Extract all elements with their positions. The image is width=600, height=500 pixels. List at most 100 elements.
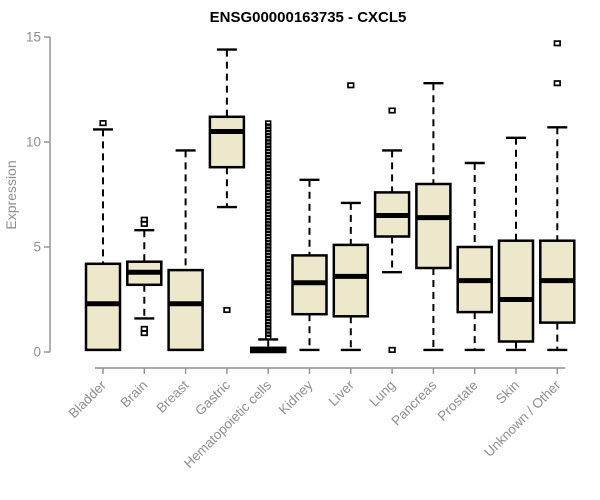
outlier-point	[264, 321, 272, 328]
outlier-point	[264, 287, 272, 293]
outlier-point	[264, 142, 272, 148]
outlier-point	[264, 145, 272, 152]
outlier-point	[264, 277, 272, 284]
boxplot-pancreas	[415, 81, 452, 352]
outlier-point	[388, 346, 396, 353]
outlier-point	[264, 221, 272, 227]
boxplot-skin	[497, 136, 535, 352]
outlier-point	[264, 177, 272, 183]
boxplot-lung	[373, 107, 411, 353]
outlier-point	[553, 40, 561, 47]
outlier-point	[264, 268, 272, 274]
outlier-point	[264, 252, 272, 259]
outlier-point	[264, 202, 272, 208]
outlier-point	[264, 224, 272, 230]
outlier-point	[264, 186, 272, 193]
outlier-point	[264, 151, 272, 158]
outlier-point	[264, 240, 272, 246]
outlier-point	[264, 158, 272, 164]
x-tick-label-bladder: Bladder	[66, 377, 110, 421]
outlier-point	[99, 120, 107, 127]
outlier-point	[264, 262, 272, 268]
outlier-point	[140, 330, 148, 337]
iqr-box	[332, 243, 370, 318]
outlier-point	[264, 284, 272, 290]
chart-title: ENSG00000163735 - CXCL5	[210, 9, 407, 26]
outlier-point	[264, 293, 272, 300]
outlier-point	[264, 154, 272, 161]
outlier-point	[264, 249, 272, 256]
boxplot-bladder	[84, 120, 122, 352]
boxplot-hematopoietic-cells	[249, 120, 287, 354]
outlier-point	[264, 217, 272, 224]
x-tick-label-brain: Brain	[118, 378, 151, 411]
outlier-point	[553, 80, 561, 87]
outlier-point	[264, 280, 272, 287]
outlier-point	[264, 246, 272, 252]
outlier-point	[264, 189, 272, 196]
outlier-point	[264, 170, 272, 177]
boxplot-kidney	[291, 178, 328, 352]
outlier-point	[264, 309, 272, 315]
y-axis: 0 5 10 15	[26, 30, 51, 360]
outlier-point	[264, 192, 272, 199]
y-axis-label: Expression	[3, 160, 19, 229]
iqr-box	[84, 262, 122, 352]
outlier-point	[264, 120, 272, 126]
outlier-point	[264, 328, 272, 334]
outlier-point	[264, 208, 272, 215]
outlier-point	[140, 220, 148, 227]
outlier-point	[264, 315, 272, 322]
outlier-point	[264, 230, 272, 237]
x-tick-label-kidney: Kidney	[276, 377, 316, 417]
boxplot-breast	[167, 149, 204, 352]
outlier-point	[264, 227, 272, 233]
plot-area: 0 5 10 15 Bladder Brain Breast GastricHematopoi…	[26, 30, 576, 471]
y-tick-label: 15	[26, 30, 41, 45]
outlier-point	[264, 265, 272, 271]
outlier-point	[223, 306, 231, 314]
outlier-point	[264, 148, 272, 155]
outlier-point	[264, 331, 272, 337]
outlier-point	[264, 290, 272, 297]
outlier-point	[264, 318, 272, 325]
boxplot-gastric	[208, 48, 246, 314]
outlier-point	[264, 302, 272, 309]
outlier-point	[264, 274, 272, 281]
outlier-point	[264, 214, 272, 221]
outlier-point	[264, 233, 272, 240]
iqr-box	[415, 182, 452, 270]
x-tick-label-pancreas: Pancreas	[389, 377, 440, 428]
outlier-point	[264, 180, 272, 186]
y-tick-label: 0	[33, 345, 41, 360]
outlier-point	[388, 107, 396, 114]
y-tick-label: 5	[33, 240, 41, 255]
outlier-point	[264, 132, 272, 139]
x-tick-label-liver: Liver	[326, 377, 358, 409]
outlier-point	[264, 334, 272, 341]
outlier-point	[264, 211, 272, 218]
outlier-point	[264, 173, 272, 180]
x-tick-label-skin: Skin	[493, 378, 522, 407]
outlier-point	[264, 312, 272, 319]
outlier-point	[264, 271, 272, 278]
y-tick-label: 10	[26, 135, 41, 150]
x-tick-label-prostate: Prostate	[435, 378, 481, 424]
boxplot-liver	[332, 82, 370, 352]
boxplot-prostate	[456, 161, 493, 352]
outlier-point	[264, 164, 272, 170]
outlier-point	[264, 255, 272, 262]
outlier-point	[264, 199, 272, 205]
outlier-point	[347, 82, 355, 89]
x-tick-label-breast: Breast	[154, 377, 192, 415]
outlier-point	[264, 236, 272, 243]
iqr-box	[167, 268, 204, 352]
outlier-point	[264, 126, 272, 133]
outlier-point	[264, 306, 272, 312]
x-tick-label-unknown-other: Unknown / Other	[481, 377, 564, 460]
outlier-point	[264, 123, 272, 130]
iqr-box	[497, 239, 535, 343]
outlier-point	[264, 136, 272, 142]
boxplot-brain	[126, 216, 163, 337]
